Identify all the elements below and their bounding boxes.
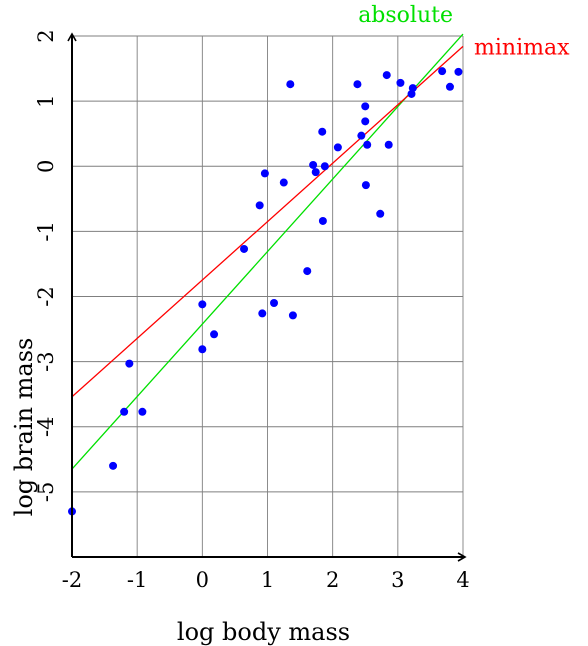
data-point: [445, 82, 454, 91]
x-axis-label: log body mass: [177, 618, 350, 646]
y-axis-label: log brain mass: [10, 338, 38, 517]
fit-line-absolute: [71, 33, 464, 470]
y-tick-label: -2: [34, 286, 58, 306]
line-label-absolute: absolute: [358, 3, 453, 28]
y-tick-label: 2: [34, 29, 58, 42]
data-point: [125, 359, 134, 368]
axes: [67, 32, 467, 562]
data-point: [363, 140, 372, 149]
line-label-minimax: minimax: [474, 35, 570, 60]
y-tick-label: -3: [34, 351, 58, 371]
tick-labels: -2 -1 0 1 2 3 4 -5 -4 -3 -2 -1 0 1 2: [34, 29, 470, 592]
x-tick-label: -1: [127, 568, 147, 592]
data-point: [320, 162, 329, 171]
data-point: [361, 117, 370, 126]
data-point: [288, 311, 297, 320]
data-point: [109, 461, 118, 470]
data-point: [408, 84, 417, 93]
data-point: [210, 330, 219, 339]
data-point: [279, 178, 288, 187]
data-point: [318, 216, 327, 225]
x-tick-label: 1: [261, 568, 274, 592]
data-point: [382, 71, 391, 80]
x-tick-label: 3: [391, 568, 404, 592]
x-tick-label: 2: [326, 568, 339, 592]
data-point: [361, 181, 370, 190]
data-point: [260, 169, 269, 178]
y-tick-label: 0: [34, 160, 58, 173]
x-tick-label: -2: [62, 568, 82, 592]
y-tick-label: -5: [34, 482, 58, 502]
y-tick-label: 1: [34, 94, 58, 107]
data-point: [240, 244, 249, 253]
data-point: [357, 131, 366, 140]
data-point: [120, 407, 129, 416]
y-tick-label: -1: [34, 221, 58, 241]
data-points: [68, 67, 463, 516]
data-point: [311, 168, 320, 177]
data-point: [258, 309, 267, 318]
data-point: [318, 127, 327, 136]
data-point: [286, 80, 295, 89]
data-point: [303, 267, 312, 276]
data-point: [309, 160, 318, 169]
data-point: [438, 67, 447, 76]
data-point: [454, 67, 463, 76]
data-point: [361, 102, 370, 111]
grid-lines: [72, 35, 464, 557]
data-point: [384, 140, 393, 149]
data-point: [333, 143, 342, 152]
data-point: [353, 80, 362, 89]
data-point: [376, 209, 385, 218]
data-point: [198, 345, 207, 354]
data-point: [138, 407, 147, 416]
y-tick-label: -4: [34, 417, 58, 437]
fit-line-minimax: [71, 45, 464, 398]
x-tick-label: 4: [456, 568, 469, 592]
x-tick-label: 0: [196, 568, 209, 592]
data-point: [255, 201, 264, 210]
data-point: [270, 299, 279, 308]
data-point: [198, 300, 207, 309]
fit-lines: absolute minimax: [71, 3, 570, 470]
data-point: [396, 78, 405, 87]
